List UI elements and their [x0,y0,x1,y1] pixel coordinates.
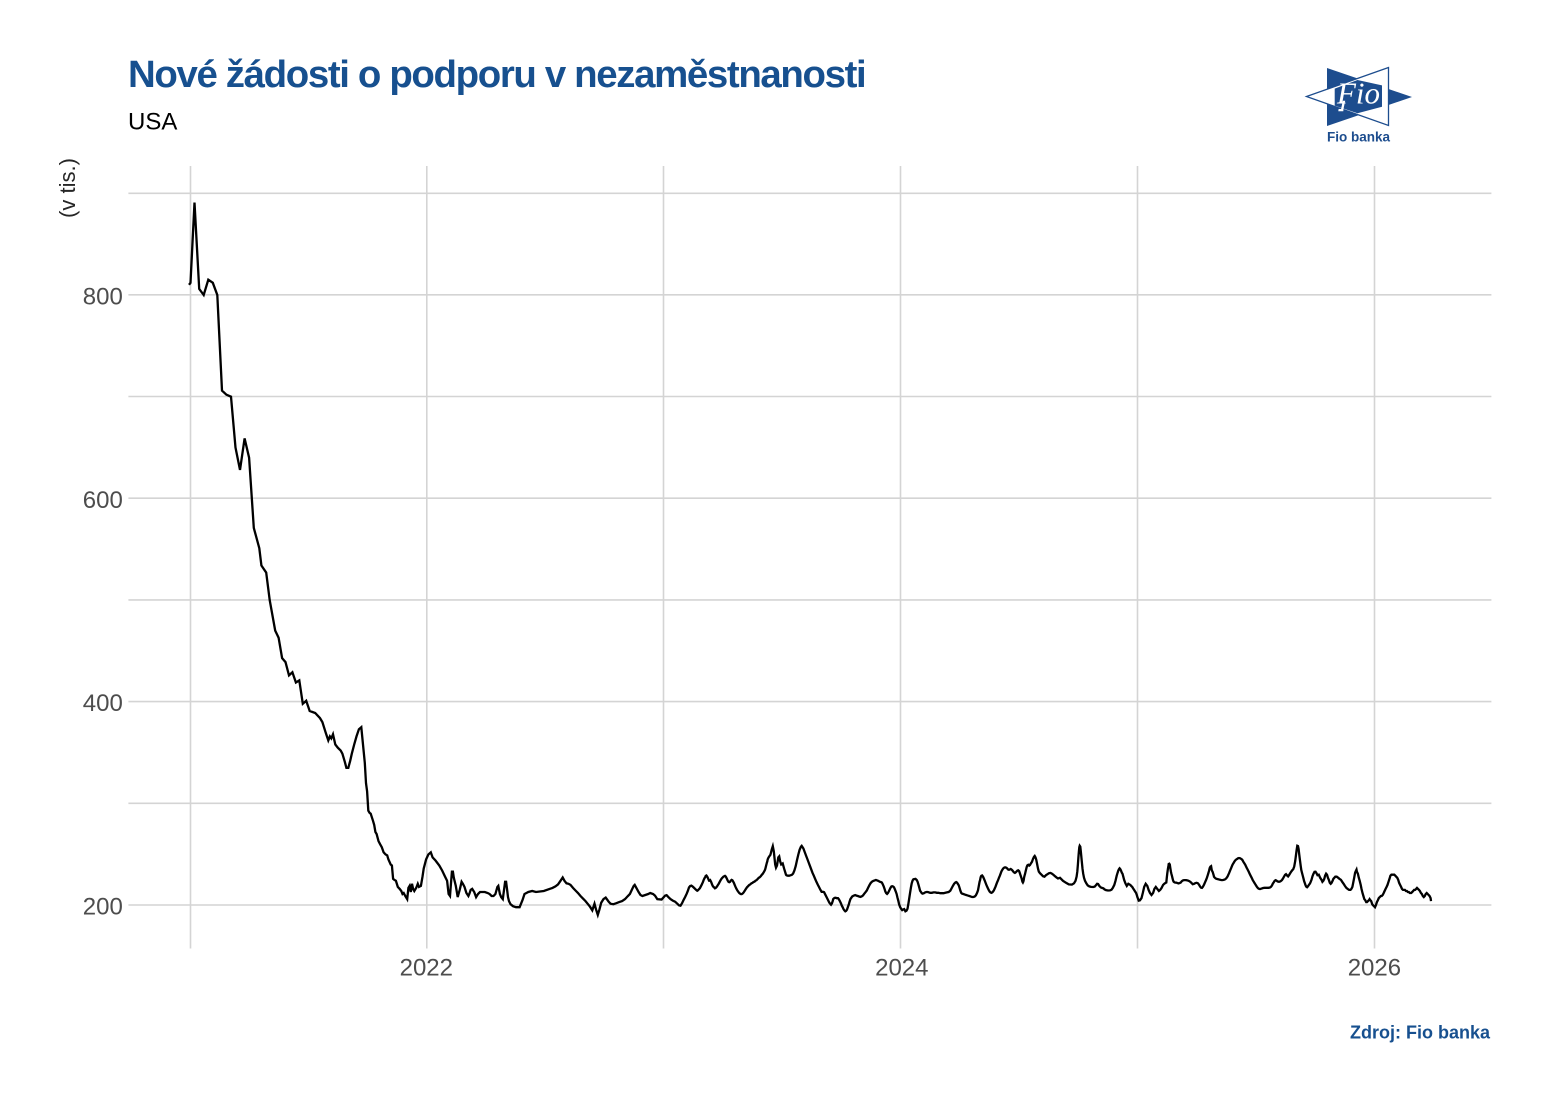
svg-text:Fio banka: Fio banka [1327,130,1391,145]
svg-text:400: 400 [83,690,123,717]
svg-text:2026: 2026 [1348,955,1401,982]
svg-text:800: 800 [83,283,123,310]
svg-text:Zdroj: Fio banka: Zdroj: Fio banka [1350,1023,1491,1043]
svg-text:USA: USA [128,109,177,136]
svg-text:200: 200 [83,894,123,921]
svg-text:2022: 2022 [400,955,453,982]
svg-text:Nové žádosti o podporu v nezam: Nové žádosti o podporu v nezaměstnanosti [128,53,865,96]
svg-text:2024: 2024 [875,955,928,982]
svg-text:600: 600 [83,487,123,514]
svg-text:(v tis.): (v tis.) [55,158,80,218]
